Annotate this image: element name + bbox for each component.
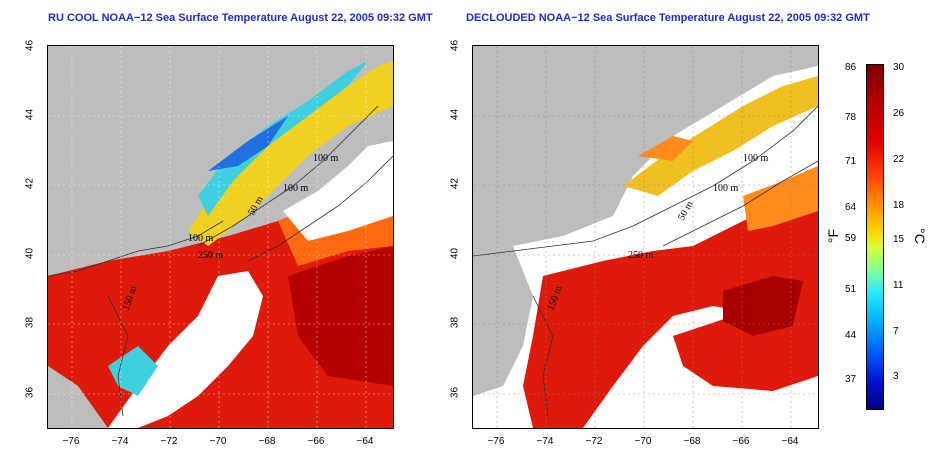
contour-line [48,220,224,277]
contour-line [247,155,393,262]
cool-water-band [198,61,368,216]
y-tick-label: 40 [449,247,461,260]
x-tick-label: −64 [356,436,374,447]
y-tick-label: 36 [24,386,36,399]
contour-label: 100 m [713,183,739,194]
land-region-south [473,246,533,396]
colorbar-f-label: 37 [845,374,857,385]
x-tick-label: −74 [536,436,554,447]
colorbar-f-label: 59 [845,233,857,244]
x-tick-label: −68 [683,436,701,447]
contour-label: 100 m [188,233,214,244]
y-tick-label: 42 [24,177,36,190]
warm-water-region [523,186,818,428]
contour-line [662,160,818,247]
colorbar-f-label: 64 [845,202,857,213]
y-tick-label: 46 [449,39,461,52]
hot-water-region [288,246,393,386]
contour-line [107,295,129,417]
contour-line [473,105,818,257]
shelf-water-yellow [623,76,818,196]
x-tick-label: −74 [111,436,129,447]
fahrenheit-unit: °F [825,228,842,244]
colorbar-c-label: 18 [893,200,905,211]
shelf-water-yellow [188,61,393,246]
y-tick-label: 38 [449,316,461,329]
shelf-water-orange [638,136,693,161]
colorbar-f-label: 78 [845,112,857,123]
colorbar-f-label: 86 [845,62,857,73]
x-tick-label: −72 [585,436,603,447]
contour-line [197,105,379,247]
hot-water-region [723,276,803,336]
y-tick-label: 40 [24,247,36,260]
left-sst-map: 100 m 100 m 50 m 250 m 100 m 150 m [47,45,394,429]
cool-coastal-patch [108,346,158,396]
graticule [473,46,818,428]
x-tick-label: −68 [258,436,276,447]
cloud-mask-south [108,271,263,428]
contour-label: 100 m [743,153,769,164]
x-tick-label: −76 [62,436,80,447]
x-tick-label: −64 [781,436,799,447]
contour-label: 100 m [283,183,309,194]
x-tick-label: −66 [732,436,750,447]
x-tick-label: −76 [487,436,505,447]
left-map-title: RU COOL NOAA−12 Sea Surface Temperature … [48,12,433,24]
colorbar-c-label: 22 [893,154,905,165]
contour-label: 100 m [313,153,339,164]
y-tick-label: 42 [449,177,461,190]
colorbar-c-label: 3 [893,371,899,382]
y-tick-label: 44 [24,108,36,121]
x-tick-label: −72 [160,436,178,447]
temperature-colorbar [866,64,884,410]
cold-water-patch [208,116,288,171]
right-map-title: DECLOUDED NOAA−12 Sea Surface Temperatur… [466,12,870,24]
x-tick-label: −66 [307,436,325,447]
y-tick-label: 44 [449,108,461,121]
colorbar-c-label: 30 [893,62,905,73]
colorbar-f-label: 71 [845,156,857,167]
colorbar-c-label: 11 [893,280,904,291]
celsius-unit: °C [911,228,928,244]
colorbar-c-label: 7 [893,326,899,337]
cloud-mask-gom [283,141,393,241]
contour-label: 250 m [198,250,224,261]
contour-line [532,295,554,417]
land-region [473,46,818,256]
x-tick-label: −70 [634,436,652,447]
y-tick-label: 46 [24,39,36,52]
x-tick-label: −70 [209,436,227,447]
y-tick-label: 38 [24,316,36,329]
y-tick-label: 36 [449,386,461,399]
colorbar-c-label: 26 [893,108,905,119]
contour-label: 250 m [628,250,654,261]
right-sst-map: 100 m 100 m 50 m 250 m 150 m [472,45,819,429]
colorbar-f-label: 44 [845,330,857,341]
colorbar-c-label: 15 [893,234,905,245]
colorbar-f-label: 51 [845,284,857,295]
orange-water-region [743,166,818,231]
graticule [48,46,393,428]
